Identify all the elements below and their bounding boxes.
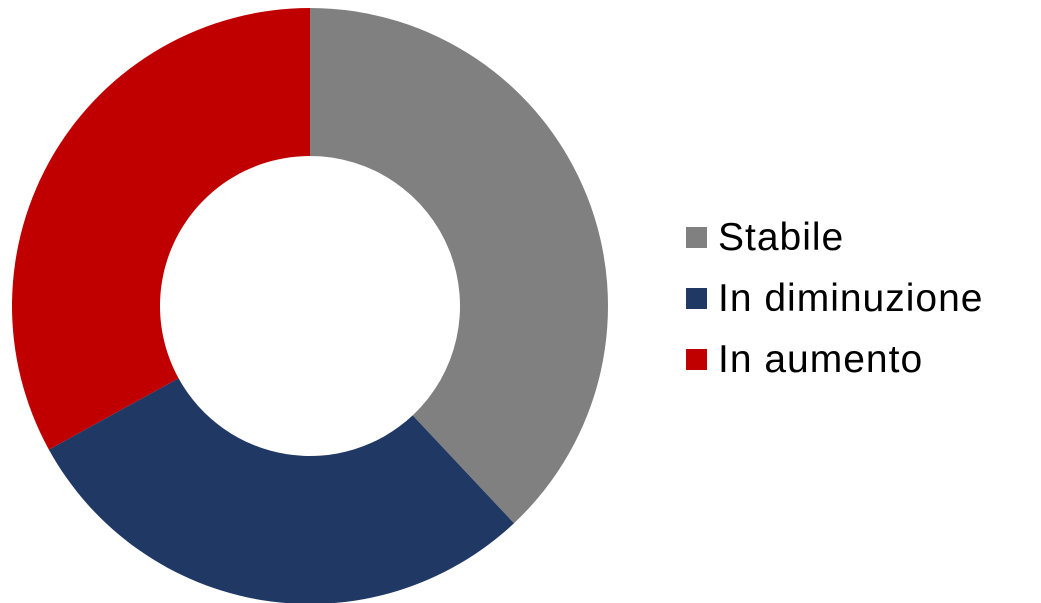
- legend-item: In aumento: [686, 329, 983, 390]
- slice-stabile: [310, 8, 608, 524]
- donut-slices: [12, 8, 608, 603]
- legend-swatch: [686, 349, 707, 370]
- legend-swatch: [686, 227, 707, 248]
- chart-legend: Stabile In diminuzione In aumento: [686, 207, 983, 390]
- legend-item: Stabile: [686, 207, 983, 268]
- legend-label: Stabile: [718, 215, 845, 259]
- legend-swatch: [686, 288, 707, 309]
- slice-in-diminuzione: [48, 378, 514, 603]
- legend-label: In diminuzione: [718, 276, 984, 320]
- legend-label: In aumento: [718, 337, 924, 381]
- legend-item: In diminuzione: [686, 268, 983, 329]
- slice-in-aumento: [12, 8, 310, 450]
